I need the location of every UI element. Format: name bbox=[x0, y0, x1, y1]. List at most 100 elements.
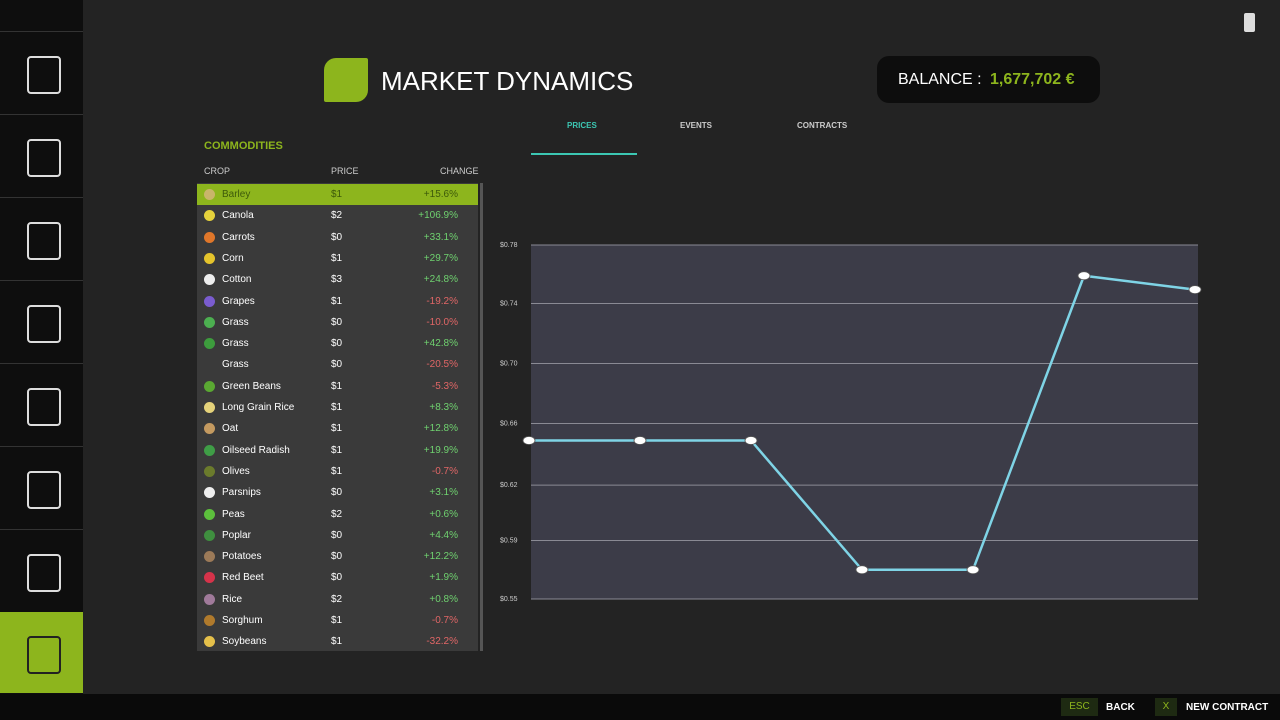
crop-name: Rice bbox=[222, 593, 243, 605]
menu-item[interactable] bbox=[0, 0, 83, 32]
commodity-row[interactable]: Peas $2 +0.6% bbox=[197, 504, 478, 525]
crop-name: Soybeans bbox=[222, 636, 267, 648]
commodity-row[interactable]: Grapes $1 -19.2% bbox=[197, 291, 478, 312]
crop-change: -32.2% bbox=[426, 636, 458, 648]
crop-price: $1 bbox=[331, 189, 343, 200]
crop-icon bbox=[204, 551, 215, 563]
column-header: CROP bbox=[204, 166, 231, 176]
crop-name: Grapes bbox=[222, 295, 255, 307]
y-tick-label: $0.70 bbox=[500, 360, 518, 367]
crop-icon bbox=[204, 423, 215, 435]
crop-change: +12.8% bbox=[423, 423, 458, 435]
crop-price: $0 bbox=[331, 338, 343, 350]
menu-item[interactable] bbox=[0, 198, 83, 281]
crop-price: $1 bbox=[331, 402, 343, 413]
crop-price: $0 bbox=[331, 231, 343, 243]
crop-price: $1 bbox=[331, 636, 343, 648]
crop-price: $1 bbox=[331, 615, 343, 626]
crop-name: Potatoes bbox=[222, 551, 262, 563]
commodity-row[interactable]: Oat $1 +12.8% bbox=[197, 418, 478, 439]
crop-price: $1 bbox=[331, 465, 343, 477]
crop-name: Oilseed Radish bbox=[222, 444, 290, 456]
battery-icon bbox=[1244, 13, 1255, 32]
menu-item[interactable] bbox=[0, 364, 83, 447]
commodity-row[interactable]: Barley $1 +15.6% bbox=[197, 184, 478, 205]
data-point bbox=[744, 436, 758, 445]
crop-name: Grass bbox=[222, 359, 249, 371]
tab[interactable]: CONTRACTS bbox=[797, 121, 848, 130]
crop-price: $1 bbox=[331, 423, 343, 435]
crop-price: $0 bbox=[331, 572, 343, 584]
commodity-row[interactable]: Carrots $0 +33.1% bbox=[197, 227, 478, 248]
crop-change: +12.2% bbox=[423, 551, 458, 563]
crop-change: +19.9% bbox=[423, 444, 458, 456]
crop-icon bbox=[204, 231, 215, 243]
balance-box: BALANCE : 1,677,702 € bbox=[877, 56, 1100, 103]
commodity-row[interactable]: Cotton $3 +24.8% bbox=[197, 269, 478, 290]
crop-name: Grass bbox=[222, 338, 249, 350]
button-label[interactable]: BACK bbox=[1106, 702, 1135, 713]
commodity-row[interactable]: Olives $1 -0.7% bbox=[197, 461, 478, 482]
crop-icon bbox=[204, 593, 215, 605]
crop-change: -20.5% bbox=[426, 359, 458, 371]
sidebar bbox=[0, 0, 83, 694]
commodity-row[interactable]: Potatoes $0 +12.2% bbox=[197, 546, 478, 567]
commodity-row[interactable]: Parsnips $0 +3.1% bbox=[197, 482, 478, 503]
commodity-row[interactable]: Grass $0 -20.5% bbox=[197, 354, 478, 375]
key-hint: ESC bbox=[1061, 698, 1098, 716]
commodity-row[interactable]: Soybeans $1 -32.2% bbox=[197, 631, 478, 652]
crop-icon bbox=[204, 274, 215, 286]
y-tick-label: $0.55 bbox=[500, 596, 518, 603]
crop-icon bbox=[204, 210, 215, 222]
button-label[interactable]: NEW CONTRACT bbox=[1186, 702, 1269, 713]
crop-icon bbox=[204, 295, 215, 307]
crop-change: -0.7% bbox=[431, 465, 458, 477]
crop-price: $1 bbox=[331, 444, 343, 456]
commodity-row[interactable]: Red Beet $0 +1.9% bbox=[197, 567, 478, 588]
menu-item[interactable] bbox=[0, 447, 83, 530]
crop-change: +24.8% bbox=[423, 274, 458, 286]
data-point bbox=[1077, 271, 1091, 281]
scrollbar[interactable] bbox=[480, 183, 483, 651]
crop-name: Oat bbox=[222, 423, 239, 435]
commodity-row[interactable]: Corn $1 +29.7% bbox=[197, 248, 478, 269]
crop-change: +3.1% bbox=[429, 487, 458, 499]
menu-item-active[interactable] bbox=[0, 612, 83, 693]
crop-price: $1 bbox=[331, 295, 343, 307]
balance-label: BALANCE : bbox=[898, 71, 982, 88]
crop-price: $0 bbox=[331, 529, 343, 541]
crop-price: $0 bbox=[331, 316, 343, 328]
commodity-row[interactable]: Canola $2 +106.9% bbox=[197, 205, 478, 226]
commodity-row[interactable]: Sorghum $1 -0.7% bbox=[197, 610, 478, 631]
crop-name: Grass bbox=[222, 316, 249, 328]
commodity-row[interactable]: Green Beans $1 -5.3% bbox=[197, 376, 478, 397]
crop-name: Poplar bbox=[222, 529, 251, 541]
menu-item[interactable] bbox=[0, 281, 83, 364]
commodity-row[interactable]: Grass $0 -10.0% bbox=[197, 312, 478, 333]
tab-active[interactable]: PRICES bbox=[567, 121, 597, 130]
menu-item[interactable] bbox=[0, 115, 83, 198]
commodity-row[interactable]: Poplar $0 +4.4% bbox=[197, 525, 478, 546]
crop-name: Barley bbox=[222, 189, 251, 200]
crop-icon bbox=[204, 380, 215, 392]
data-point bbox=[855, 565, 869, 575]
crop-change: +106.9% bbox=[418, 210, 458, 222]
commodity-row[interactable]: Long Grain Rice $1 +8.3% bbox=[197, 397, 478, 418]
menu-item[interactable] bbox=[0, 32, 83, 115]
footer-bar: ESC BACK X NEW CONTRACT bbox=[0, 694, 1280, 720]
tab[interactable]: EVENTS bbox=[680, 121, 713, 130]
crop-change: +8.3% bbox=[429, 402, 458, 413]
commodity-row[interactable]: Grass $0 +42.8% bbox=[197, 333, 478, 354]
commodity-row[interactable]: Rice $2 +0.8% bbox=[197, 589, 478, 610]
crop-icon bbox=[204, 487, 215, 499]
crop-price: $0 bbox=[331, 359, 343, 371]
crop-name: Sorghum bbox=[222, 615, 263, 626]
commodity-row[interactable]: Oilseed Radish $1 +19.9% bbox=[197, 440, 478, 461]
crop-icon bbox=[204, 615, 215, 626]
tab-underline bbox=[531, 153, 637, 155]
key-hint: X bbox=[1155, 698, 1177, 716]
crop-name: Parsnips bbox=[222, 487, 261, 499]
crop-icon bbox=[204, 465, 215, 477]
crop-icon bbox=[204, 508, 215, 520]
